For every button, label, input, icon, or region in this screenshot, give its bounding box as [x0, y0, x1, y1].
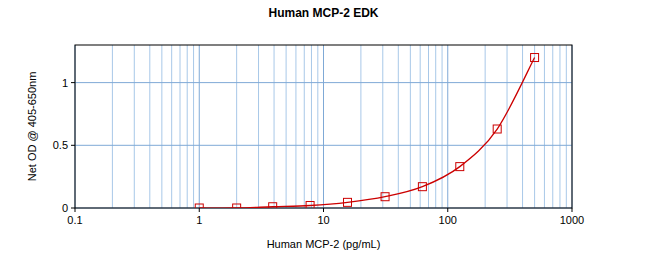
data-point: [381, 193, 389, 201]
minor-grid-line: [274, 45, 275, 208]
minor-grid-line: [317, 45, 318, 208]
minor-grid-line: [161, 45, 162, 208]
x-tick: [75, 208, 76, 212]
minor-grid-line: [485, 45, 486, 208]
data-point: [233, 204, 241, 208]
y-tick-label: 0.5: [53, 139, 68, 151]
minor-grid-line: [435, 45, 436, 208]
minor-grid-line: [382, 45, 383, 208]
minor-grid-line: [112, 45, 113, 208]
x-tick-label: 100: [439, 214, 457, 226]
minor-grid-line: [311, 45, 312, 208]
plot-frame: [75, 45, 572, 208]
y-tick: [71, 82, 75, 83]
minor-grid-line: [171, 45, 172, 208]
minor-grid-line: [236, 45, 237, 208]
minor-grid-line: [552, 45, 553, 208]
x-tick: [447, 208, 448, 212]
data-point: [418, 183, 426, 191]
minor-grid-line: [420, 45, 421, 208]
y-tick-label: 1: [62, 77, 68, 89]
chart-svg: 0.1 1 10 100 1000 0 0.5 1 Human MCP-2 EDK Human M…: [0, 0, 650, 262]
data-layer: [195, 54, 538, 208]
minor-grid-line: [534, 45, 535, 208]
minor-grid-line: [180, 45, 181, 208]
minor-grid-line: [442, 45, 443, 208]
chart: 0.1 1 10 100 1000 0 0.5 1 Human MCP-2 EDK Human M…: [0, 0, 650, 262]
minor-grid-line: [258, 45, 259, 208]
title: Human MCP-2 EDK: [268, 6, 378, 20]
x-tick-label: 10: [317, 214, 329, 226]
minor-grid-line: [398, 45, 399, 208]
minor-grid-line: [286, 45, 287, 208]
fit-line: [199, 58, 534, 208]
minor-grid-line: [544, 45, 545, 208]
minor-grid-line: [507, 45, 508, 208]
minor-grid-line: [134, 45, 135, 208]
minor-grid-line: [566, 45, 567, 208]
data-point: [531, 54, 539, 62]
minor-grid-line: [149, 45, 150, 208]
x-tick-label: 1000: [560, 214, 584, 226]
grid: [75, 45, 572, 208]
grid-line: [75, 145, 572, 146]
minor-grid-line: [360, 45, 361, 208]
minor-grid-line: [193, 45, 194, 208]
grid-line: [75, 82, 572, 83]
minor-grid-line: [559, 45, 560, 208]
y-tick-label: 0: [62, 202, 68, 214]
y-axis-label: Net OD @ 405-650nm: [26, 72, 38, 182]
minor-grid-line: [295, 45, 296, 208]
minor-grid-line: [187, 45, 188, 208]
x-tick: [199, 208, 200, 212]
x-tick: [572, 208, 573, 212]
grid-line: [447, 45, 448, 208]
grid-line: [323, 45, 324, 208]
data-point: [306, 201, 314, 208]
y-tick: [71, 145, 75, 146]
minor-grid-line: [410, 45, 411, 208]
grid-line: [199, 45, 200, 208]
x-tick-label: 0.1: [67, 214, 82, 226]
data-point: [493, 125, 501, 133]
x-tick-label: 1: [196, 214, 202, 226]
y-tick: [71, 208, 75, 209]
data-point: [456, 163, 464, 171]
data-point: [269, 203, 277, 208]
data-point: [343, 198, 351, 206]
data-point: [195, 204, 203, 208]
x-axis-label: Human MCP-2 (pg/mL): [267, 238, 381, 250]
x-tick: [323, 208, 324, 212]
minor-grid-line: [304, 45, 305, 208]
minor-grid-line: [522, 45, 523, 208]
